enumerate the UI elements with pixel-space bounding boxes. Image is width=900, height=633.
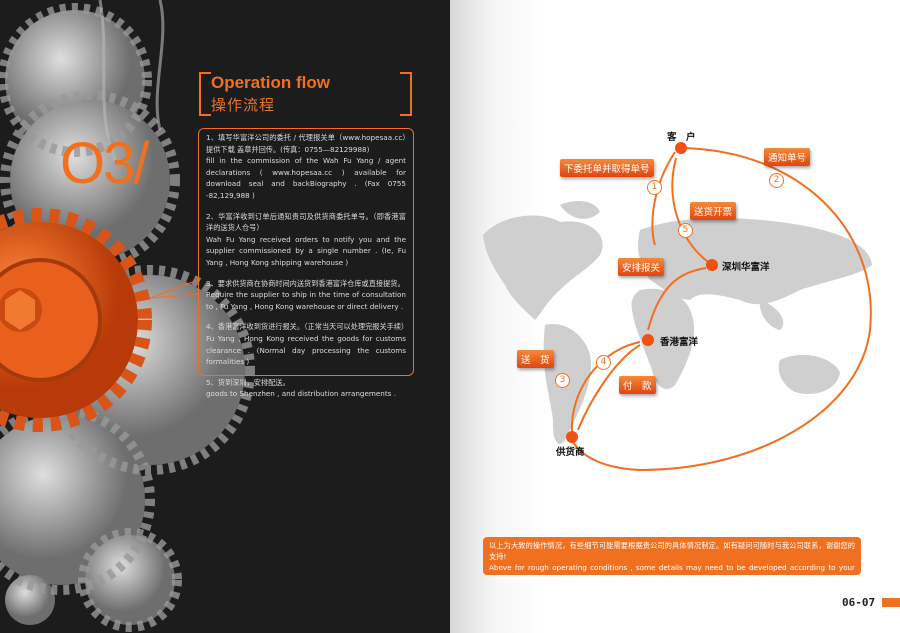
steps-text-box: 1、填写华富洋公司的委托 / 代理报关单（www.hopesaa.cc）提供下载… — [198, 128, 414, 398]
title-bracket-right — [400, 72, 412, 116]
step-number-3: 3 — [555, 373, 570, 388]
tag-deliver: 送 货 — [517, 350, 554, 368]
node-shenzhen: 深圳华富洋 — [722, 262, 770, 273]
tag-customs: 安排报关 — [618, 258, 665, 276]
step-5: 5、货到深圳，安排配送。 goods to Shenzhen , and dist… — [206, 377, 396, 399]
node-hongkong: 香港富洋 — [660, 337, 699, 348]
note-box: 以上为大致的操作情况，有些细节可能需要根据贵公司的具体情况制定。如有疑问可随时与… — [483, 537, 861, 583]
supplier-dot — [566, 431, 578, 443]
customer-dot — [675, 142, 687, 154]
title-chinese: 操作流程 — [211, 96, 276, 114]
node-supplier: 供货商 — [556, 447, 585, 458]
step-3: 3、要求供货商在协商时间内送货到香港富洋仓库或直接提货。 Require the … — [206, 278, 406, 311]
arc-notify — [571, 147, 872, 472]
shenzhen-dot — [706, 259, 718, 271]
tag-notify: 通知单号 — [764, 148, 811, 166]
tag-order: 下委托单并取得单号 — [560, 159, 654, 177]
tag-invoice: 送货开票 — [690, 202, 737, 220]
title-bracket-left — [199, 72, 211, 116]
section-number: O3/ — [60, 131, 149, 196]
page-number-bar — [882, 598, 900, 607]
node-customer: 客 户 — [667, 132, 696, 143]
step-4: 4、香港富洋收到货进行报关。（正常当天可以处理完报关手续） Fu Yang , H… — [206, 322, 409, 367]
left-page: Operation flow 操作流程 O3/ 1、填写华富洋公司的委托 / 代… — [0, 0, 450, 633]
step-2: 2、华富洋收到订单后通知贵司及供货商委托单号。（即香港富洋的送货人仓号） Wah … — [206, 211, 406, 267]
step-number-1: 1 — [647, 180, 662, 195]
step-number-2: 2 — [769, 173, 784, 188]
step-number-4: 4 — [596, 355, 611, 370]
tag-pay: 付 款 — [619, 376, 656, 394]
note-english: Above for rough operating conditions , s… — [489, 563, 855, 583]
callout-pointer — [150, 280, 199, 299]
note-chinese: 以上为大致的操作情况，有些细节可能需要根据贵公司的具体情况制定。如有疑问可随时与… — [489, 541, 855, 561]
hongkong-dot — [642, 334, 654, 346]
gears-illustration — [0, 0, 255, 632]
page-number: 06-07 — [842, 596, 876, 609]
orange-gear — [0, 208, 152, 432]
flow-arrows — [570, 147, 872, 472]
step-number-5: 5 — [678, 223, 693, 238]
world-map — [483, 200, 872, 444]
step-1: 1、填写华富洋公司的委托 / 代理报关单（www.hopesaa.cc）提供下载… — [206, 133, 406, 200]
title-english: Operation flow — [211, 73, 330, 92]
